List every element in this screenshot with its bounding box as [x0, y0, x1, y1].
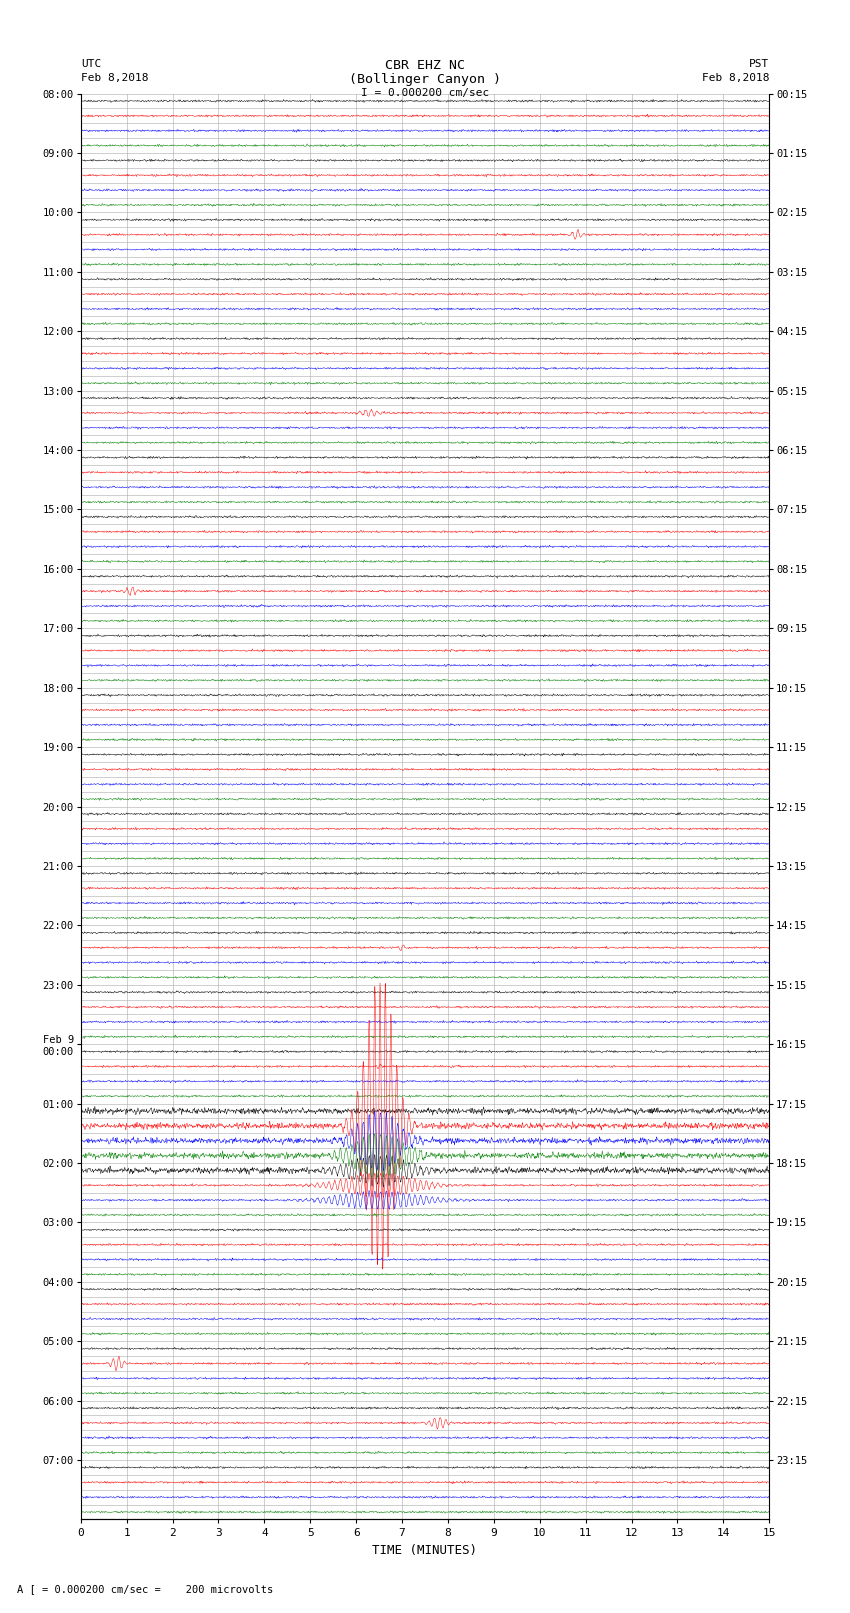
Text: CBR EHZ NC: CBR EHZ NC: [385, 58, 465, 73]
X-axis label: TIME (MINUTES): TIME (MINUTES): [372, 1544, 478, 1557]
Text: Feb 8,2018: Feb 8,2018: [81, 73, 148, 84]
Text: Feb 8,2018: Feb 8,2018: [702, 73, 769, 84]
Text: UTC: UTC: [81, 58, 101, 69]
Text: (Bollinger Canyon ): (Bollinger Canyon ): [349, 73, 501, 87]
Text: PST: PST: [749, 58, 769, 69]
Text: A [ = 0.000200 cm/sec =    200 microvolts: A [ = 0.000200 cm/sec = 200 microvolts: [17, 1584, 273, 1594]
Text: I = 0.000200 cm/sec: I = 0.000200 cm/sec: [361, 87, 489, 98]
